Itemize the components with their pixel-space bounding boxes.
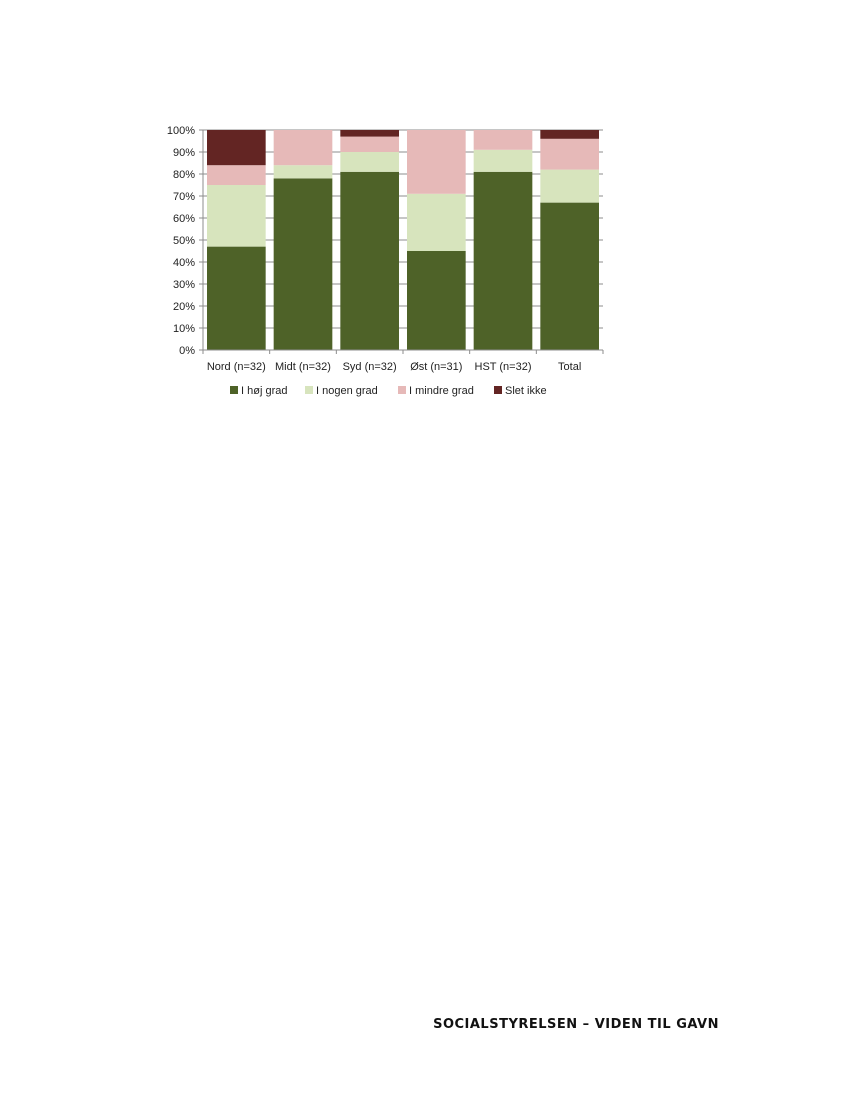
legend-label: I mindre grad [409,385,474,397]
bar-segment [340,152,399,172]
bar-segment [340,171,399,350]
bar-segment [473,149,533,172]
legend-swatch [305,386,313,394]
legend-label: I nogen grad [316,385,378,397]
x-tick-label: Øst (n=31) [410,361,462,373]
legend-swatch [494,386,502,394]
bar-segment [207,165,266,185]
footer-tagline: SOCIALSTYRELSEN – VIDEN TIL GAVN [433,1017,719,1032]
y-tick-label: 20% [173,301,195,313]
y-tick-label: 80% [173,169,195,181]
grid-lines [203,129,603,351]
y-tick-label: 40% [173,257,195,269]
x-tick-label: Midt (n=32) [275,361,331,373]
x-tick-label: HST (n=32) [475,361,532,373]
bar-segment [540,138,599,170]
bar-segment [473,130,533,150]
legend-label: I høj grad [241,385,287,397]
axes: 0% 10% 20% 30% 40% 50% 60% 70% 80% 90% 100% Nord (n… [167,125,604,373]
stacked-bar-chart: 0% 10% 20% 30% 40% 50% 60% 70% 80% 90% 100% Nord (n… [167,125,604,397]
x-tick-label: Nord (n=32) [207,361,266,373]
y-tick-label: 100% [167,125,195,137]
legend: I høj grad I nogen grad I mindre grad Slet … [230,385,547,397]
x-tick-label: Syd (n=32) [343,361,397,373]
bar-segment [540,169,599,203]
bar-segment [273,165,333,179]
bar-segment [540,130,599,139]
bar-segment [273,130,333,166]
legend-swatch [230,386,238,394]
bar-segment [207,130,266,166]
x-tick-label: Total [558,361,581,373]
legend-swatch [398,386,406,394]
legend-label: Slet ikke [505,385,547,397]
bar-segment [340,136,399,152]
bars [207,130,599,350]
y-tick-label: 50% [173,235,195,247]
bar-segment [473,171,533,350]
bar-segment [407,193,466,251]
bar-segment [273,178,333,350]
bar-segment [407,130,466,194]
y-tick-label: 60% [173,213,195,225]
y-tick-label: 0% [179,345,195,357]
y-tick-label: 70% [173,191,195,203]
bar-segment [540,202,599,350]
y-tick-label: 10% [173,323,195,335]
bar-segment [207,185,266,247]
y-tick-label: 90% [173,147,195,159]
bar-segment [207,246,266,350]
bar-segment [340,130,399,137]
bar-segment [407,251,466,350]
y-tick-label: 30% [173,279,195,291]
